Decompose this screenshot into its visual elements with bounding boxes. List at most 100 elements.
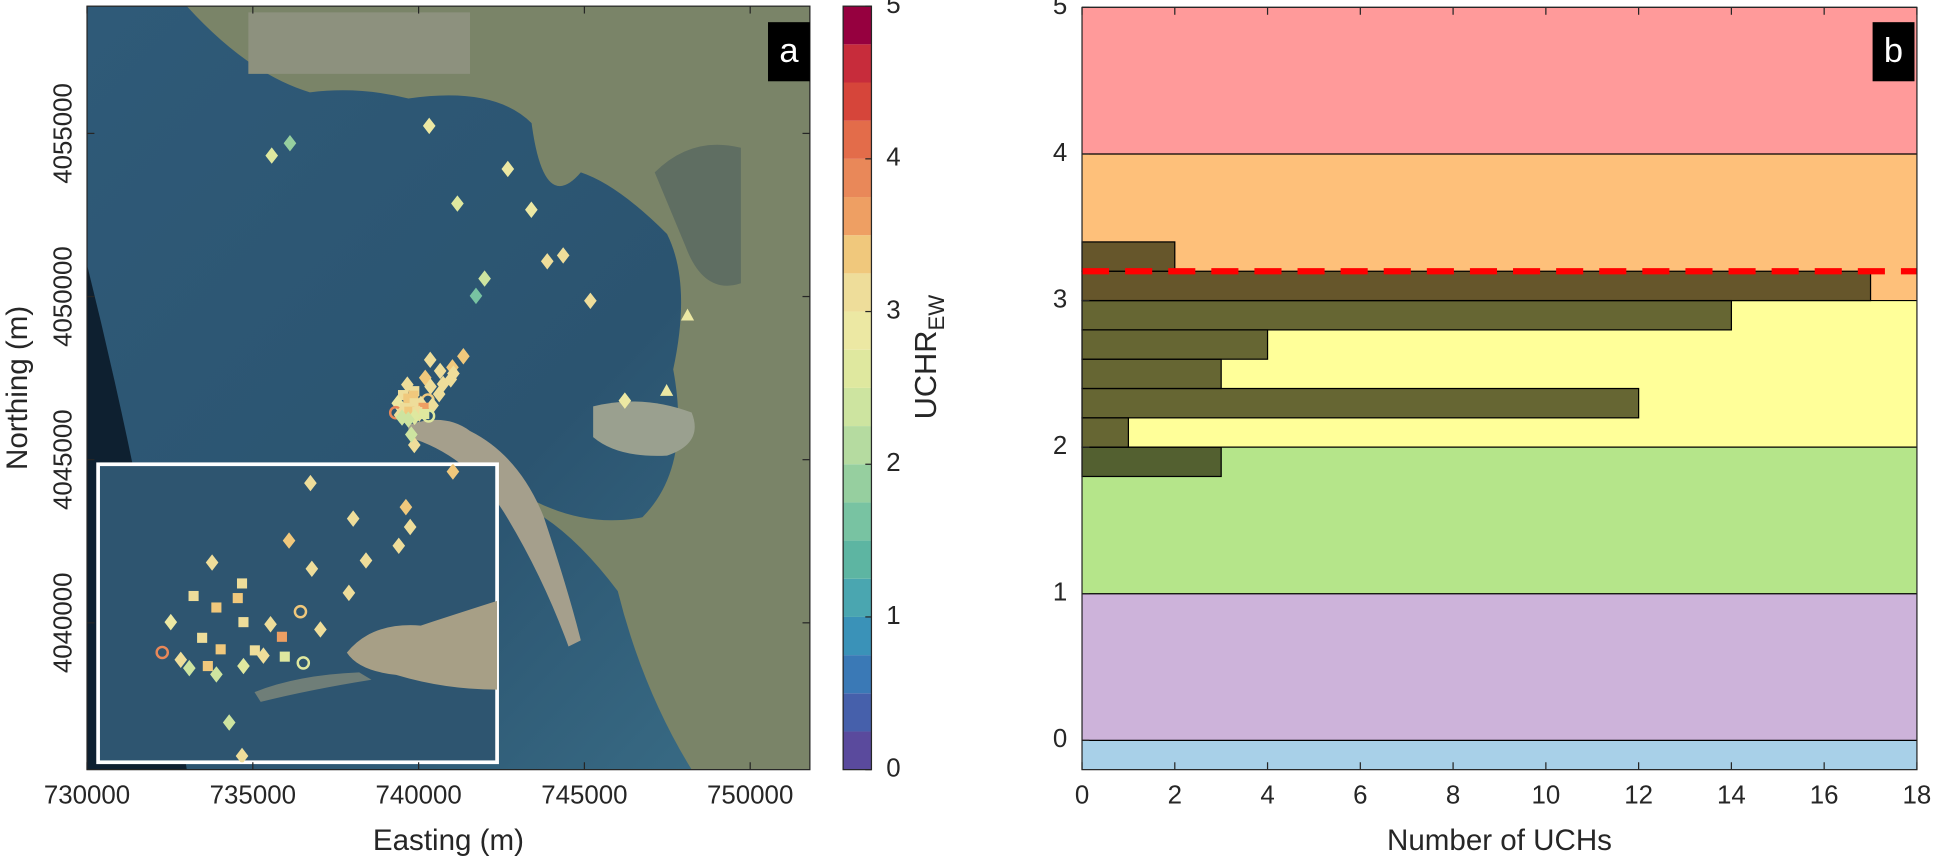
point (314, 621, 327, 638)
point (296, 656, 311, 670)
point (680, 308, 695, 321)
colorbar-segment (843, 731, 872, 770)
point (423, 351, 437, 369)
colorbar-segment (843, 387, 872, 427)
y-tick-label: 4045000 (50, 409, 78, 510)
x-tick-label: 2 (1168, 782, 1182, 810)
y-tick-label: 2 (1053, 432, 1067, 460)
point (993, 287, 1004, 301)
point (404, 426, 418, 443)
inset-frame (96, 462, 499, 765)
point (346, 510, 360, 527)
colorbar-segment (843, 82, 872, 121)
point (305, 560, 319, 578)
map-background (87, 6, 810, 770)
colorbar-segment (843, 426, 872, 465)
x-tick-label: 750000 (707, 782, 793, 810)
x-tick-label: 18 (1903, 782, 1932, 810)
point (265, 147, 279, 164)
y-tick-label: 4050000 (50, 246, 78, 347)
point (432, 385, 446, 403)
point (399, 498, 413, 516)
point (237, 657, 250, 675)
point (421, 409, 436, 423)
point (447, 365, 460, 382)
colorbar-label: UCHREW (908, 295, 949, 420)
hist-axes-box (1081, 6, 1918, 771)
panel-label-box (768, 22, 810, 82)
class-band (1082, 593, 1917, 741)
x-tick-label: 8 (1446, 782, 1460, 810)
map-axes-box (86, 5, 811, 771)
point (174, 651, 188, 668)
x-tick-label: 16 (1810, 782, 1839, 810)
colorbar-frame (842, 5, 873, 771)
colorbar-tick-label: 2 (886, 449, 900, 477)
point (155, 645, 170, 660)
x-tick-label: 4 (1260, 782, 1274, 810)
bar (1081, 446, 1222, 478)
bar (1081, 299, 1733, 331)
colorbar-segment (843, 235, 872, 274)
x-axis-label: Number of UCHs (1387, 824, 1612, 857)
colorbar-segment (843, 273, 872, 312)
point (164, 613, 178, 631)
bar (1081, 241, 1176, 272)
colorbar-tick-label: 1 (886, 602, 900, 630)
point (282, 532, 296, 549)
y-axis-label: Northing (m) (1, 306, 34, 470)
point (188, 590, 199, 602)
colorbar-segment (843, 693, 872, 732)
colorbar-segment (843, 540, 872, 579)
y-tick-label: 4055000 (50, 83, 78, 184)
panel-label: a (779, 32, 799, 70)
y-tick-label: 3 (1053, 285, 1067, 313)
bar (1081, 417, 1130, 448)
x-tick-label: 735000 (210, 782, 296, 810)
bar (1081, 358, 1222, 390)
point (182, 659, 196, 677)
point (276, 631, 287, 642)
colorbar-segment (843, 502, 872, 541)
colorbar-segment (843, 655, 872, 694)
point (422, 117, 436, 135)
y-tick-label: 4 (1053, 139, 1067, 167)
x-tick-label: 740000 (375, 782, 461, 810)
y-tick-label: 0 (1053, 725, 1067, 753)
x-tick-label: 14 (1717, 782, 1746, 810)
point (211, 602, 222, 613)
point (359, 552, 373, 569)
bar (1081, 329, 1269, 360)
point (540, 253, 554, 270)
panel-label-box (1872, 22, 1915, 82)
colorbar-segment (843, 6, 872, 45)
point (584, 292, 597, 309)
point (283, 134, 297, 152)
point (392, 537, 406, 555)
point (501, 160, 515, 178)
point (249, 645, 260, 656)
point (238, 617, 249, 628)
point (478, 270, 491, 287)
bar (1081, 270, 1872, 302)
x-tick-label: 0 (1075, 782, 1089, 810)
class-band (1082, 7, 1917, 154)
point (402, 411, 415, 428)
colorbar-segment (843, 44, 872, 83)
point (403, 518, 417, 536)
bar (1081, 387, 1640, 419)
points (265, 117, 695, 454)
point (236, 578, 248, 589)
colorbar-segment (843, 120, 872, 159)
colorbar-segment (843, 578, 872, 617)
point (469, 287, 483, 305)
point (457, 348, 470, 365)
point (525, 201, 538, 218)
point (222, 714, 236, 731)
point (279, 651, 290, 662)
colorbar-tick-label: 5 (886, 0, 900, 19)
point (197, 632, 208, 643)
colorbar-segment (843, 197, 872, 236)
y-tick-label: 4040000 (50, 572, 78, 673)
